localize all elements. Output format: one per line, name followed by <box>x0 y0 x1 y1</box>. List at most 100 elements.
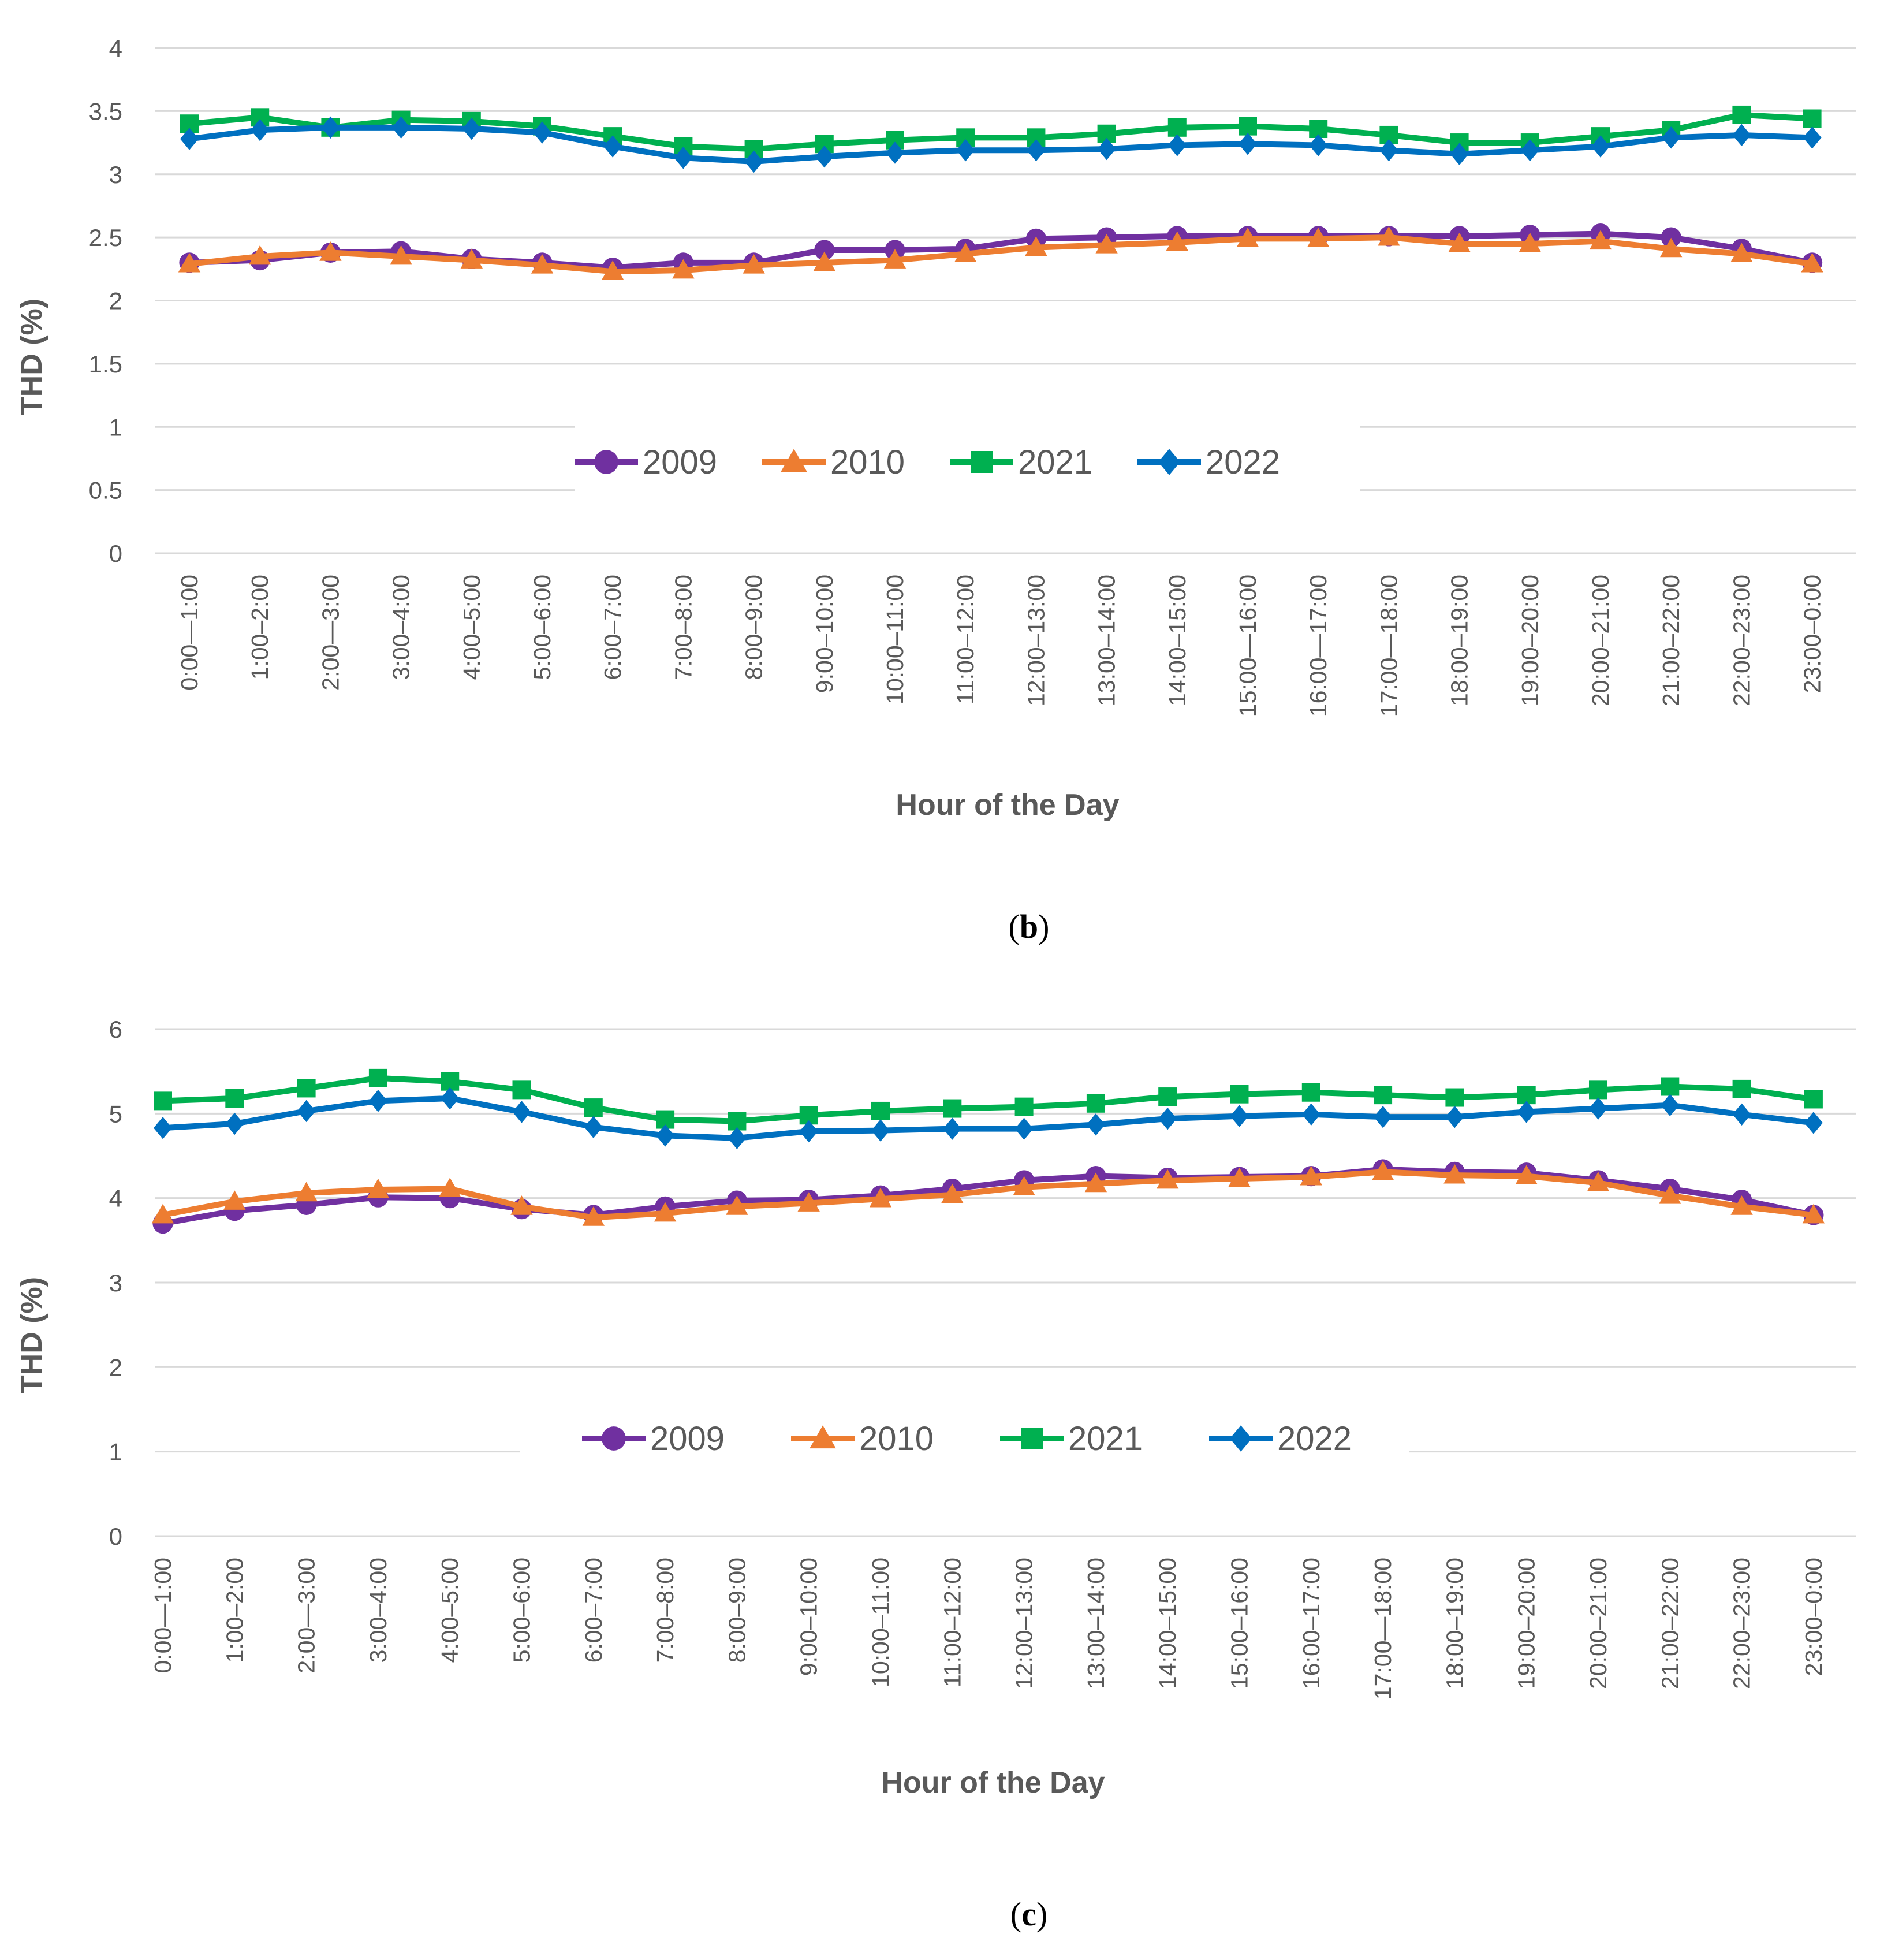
series-line-2010 <box>189 234 1813 275</box>
legend-item-2010: 2010 <box>791 1420 934 1458</box>
data-point <box>1450 143 1469 165</box>
data-point <box>1097 137 1116 161</box>
legend-label: 2021 <box>1068 1420 1143 1458</box>
data-point <box>584 1116 603 1138</box>
data-point <box>1732 1103 1751 1126</box>
x-tick-label: 11:00–12:00 <box>939 1557 965 1687</box>
y-tick-label: 0 <box>109 1523 122 1550</box>
data-point <box>728 1127 747 1149</box>
series-line-2009 <box>162 1166 1814 1227</box>
y-axis-title: THD (%) <box>15 1277 49 1393</box>
legend-item-2022: 2022 <box>1137 444 1280 481</box>
data-point <box>871 1119 890 1142</box>
data-point <box>941 1183 964 1203</box>
data-point <box>883 249 907 269</box>
data-point <box>943 1117 962 1140</box>
x-tick-label: 8:00–9:00 <box>723 1557 750 1663</box>
x-tick-label: 22:00–23:00 <box>1728 575 1755 706</box>
legend-item-2021: 2021 <box>950 444 1092 481</box>
y-tick-label: 1.5 <box>89 351 122 378</box>
x-tick-label: 0:00—1:00 <box>150 1557 176 1674</box>
x-tick-label: 5:00–6:00 <box>509 1557 535 1663</box>
data-point <box>815 145 834 168</box>
x-tick-label: 20:00–21:00 <box>1585 1557 1612 1689</box>
y-tick-label: 4 <box>109 35 122 62</box>
legend-marker <box>1230 1425 1252 1452</box>
y-tick-label: 2 <box>109 288 122 315</box>
data-point <box>1374 1086 1393 1105</box>
series-line-2010 <box>162 1169 1814 1221</box>
data-point <box>1301 1083 1320 1102</box>
y-tick-label: 0.5 <box>89 477 122 504</box>
data-point <box>1309 134 1328 156</box>
x-axis-title: Hour of the Day <box>881 1766 1105 1799</box>
legend-item-2010: 2010 <box>762 444 905 481</box>
legend-label: 2010 <box>830 444 905 481</box>
data-point <box>319 241 342 261</box>
data-point <box>368 1090 387 1112</box>
x-tick-label: 2:00—3:00 <box>317 575 344 691</box>
data-point <box>154 1091 172 1111</box>
data-point <box>1732 105 1751 124</box>
legend: 2009 2010 2021 2022 <box>520 1402 1409 1477</box>
data-point <box>178 252 201 273</box>
data-point <box>1378 226 1400 246</box>
data-point <box>797 1192 820 1212</box>
legend-marker <box>1158 449 1180 475</box>
x-tick-label: 17:00—18:00 <box>1375 575 1402 717</box>
x-tick-label: 1:00–2:00 <box>221 1557 248 1663</box>
data-point <box>1374 1105 1393 1128</box>
data-point <box>533 121 551 144</box>
legend-item-2022: 2022 <box>1209 1420 1352 1458</box>
x-tick-label: 10:00–11:00 <box>882 575 908 705</box>
x-tick-label: 21:00–22:00 <box>1658 575 1684 706</box>
data-point <box>1025 236 1047 256</box>
y-tick-label: 2 <box>109 1354 122 1381</box>
x-tick-label: 14:00–15:00 <box>1154 1557 1181 1689</box>
data-point <box>1515 1165 1538 1185</box>
series-line-2022 <box>162 1095 1814 1141</box>
data-point <box>1307 228 1330 247</box>
data-point <box>297 1100 316 1123</box>
x-tick-label: 23:00–0:00 <box>1800 1557 1827 1676</box>
data-point <box>813 251 835 271</box>
data-point <box>1520 139 1539 162</box>
data-point <box>582 1206 605 1226</box>
x-tick-label: 12:00–13:00 <box>1023 575 1049 706</box>
data-point <box>512 1080 531 1100</box>
data-point <box>1027 139 1046 162</box>
panel-caption-c: (c) <box>1010 1895 1047 1933</box>
x-tick-label: 7:00–8:00 <box>652 1557 678 1663</box>
data-point <box>1443 1164 1466 1184</box>
x-tick-label: 1:00–2:00 <box>247 575 273 680</box>
x-tick-label: 19:00–20:00 <box>1517 575 1543 706</box>
data-point <box>1730 1195 1753 1215</box>
legend-item-2009: 2009 <box>575 444 717 481</box>
data-point <box>1519 232 1541 252</box>
data-point <box>1591 135 1610 158</box>
legend-label: 2010 <box>859 1420 934 1458</box>
data-point <box>1589 230 1612 250</box>
data-point <box>151 1203 174 1224</box>
data-point <box>251 118 270 141</box>
data-point <box>672 259 695 279</box>
x-tick-label: 17:00—18:00 <box>1370 1557 1396 1700</box>
x-tick-label: 14:00–15:00 <box>1164 575 1191 706</box>
data-point <box>1445 1088 1464 1107</box>
data-point <box>1157 1169 1179 1189</box>
panel-label-c: c <box>1021 1895 1036 1933</box>
data-point <box>1589 1080 1607 1100</box>
y-tick-label: 6 <box>109 1016 122 1043</box>
data-point <box>1239 117 1257 136</box>
series-2010 <box>151 1161 1825 1226</box>
series-2010 <box>178 226 1823 280</box>
y-tick-label: 1 <box>109 413 122 441</box>
x-tick-label: 13:00–14:00 <box>1094 575 1120 706</box>
data-point <box>462 117 481 140</box>
legend-item-2021: 2021 <box>1000 1420 1143 1458</box>
data-point <box>1158 1087 1177 1106</box>
data-point <box>249 245 271 265</box>
data-point <box>1301 1103 1320 1126</box>
data-point <box>1803 109 1822 128</box>
